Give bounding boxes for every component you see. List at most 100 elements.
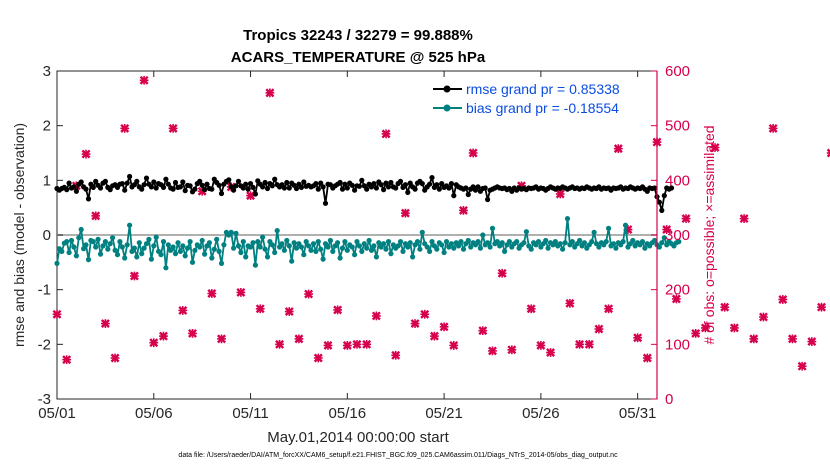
bias-point (141, 245, 147, 251)
obs-count-marker (323, 340, 333, 350)
rmse-point (204, 181, 210, 187)
rmse-point (427, 181, 433, 187)
bias-point (81, 246, 87, 252)
y-tick-label-left: -2 (38, 336, 51, 353)
obs-count-markers (52, 75, 830, 371)
bias-point (535, 239, 542, 245)
bias-point (110, 235, 116, 241)
y-tick-label-left: 2 (43, 118, 51, 135)
rmse-point (284, 179, 290, 186)
bias-point (439, 242, 445, 248)
obs-count-marker (710, 143, 720, 152)
bias-point (83, 242, 89, 248)
bias-point (560, 246, 566, 252)
rmse-point (78, 179, 84, 185)
bias-point (252, 262, 258, 268)
obs-count-marker (468, 148, 478, 158)
obs-count-marker (642, 353, 652, 363)
bias-point (569, 239, 575, 245)
obs-count-marker (217, 334, 226, 344)
obs-count-marker (342, 340, 352, 350)
rmse-point (482, 185, 488, 191)
rmse-point (393, 185, 399, 191)
bias-point (122, 255, 128, 261)
rmse-point (668, 185, 675, 191)
rmse-point (127, 173, 133, 180)
bias-point (257, 244, 263, 250)
bias-point (172, 251, 179, 257)
obs-count-marker (507, 345, 517, 355)
obs-count-marker (120, 123, 130, 133)
rmse-point (252, 191, 258, 197)
bias-point (262, 246, 268, 252)
rmse-point (485, 196, 491, 203)
bias-point (489, 225, 496, 231)
bias-point (289, 258, 295, 264)
rmse-point (337, 179, 343, 186)
bias-point (523, 229, 530, 235)
bias-point (85, 257, 92, 263)
x-axis: 05/01 05/06 05/11 05/16 05/21 05/26 05/31 (38, 71, 656, 422)
rmse-point (90, 184, 96, 190)
rmse-point (286, 185, 292, 191)
rmse-point (163, 176, 169, 182)
bias-point (468, 244, 474, 250)
chart-title-line1: Tropics 32243 / 32279 = 99.888% (243, 27, 473, 44)
rmse-point (218, 190, 225, 197)
rmse-point (383, 180, 389, 186)
rmse-point (339, 186, 346, 192)
bias-point (301, 252, 307, 258)
bias-point (231, 245, 237, 251)
y-tick-label-right: 0 (665, 391, 673, 408)
bias-point (112, 247, 118, 253)
rmse-series (54, 173, 675, 213)
bias-point (153, 234, 159, 240)
bias-point (175, 240, 181, 246)
bias-point (308, 247, 314, 253)
obs-count-marker (788, 334, 797, 344)
bias-point (102, 239, 108, 245)
obs-count-marker (52, 309, 62, 319)
rmse-point (66, 180, 72, 186)
rmse-point (429, 175, 435, 181)
rmse-point (439, 181, 445, 187)
obs-count-marker (594, 324, 604, 334)
obs-count-marker (604, 304, 614, 314)
bias-point (165, 242, 171, 248)
bias-point (95, 236, 101, 242)
rmse-point (320, 184, 326, 190)
obs-count-marker (797, 361, 807, 371)
bias-point (339, 245, 346, 251)
obs-count-marker (488, 346, 497, 356)
rmse-point (124, 180, 130, 186)
bias-point (596, 244, 602, 250)
obs-count-marker (62, 355, 72, 365)
bias-point (119, 244, 125, 250)
bias-point (76, 235, 82, 241)
legend: rmse grand pr = 0.85338 bias grand pr = … (433, 81, 620, 116)
obs-count-marker (575, 339, 585, 349)
rmse-point (216, 182, 222, 188)
bias-point (639, 239, 646, 245)
y-tick-label-right: 200 (665, 282, 690, 299)
rmse-point (102, 178, 108, 184)
obs-count-marker (294, 334, 304, 344)
rmse-point (659, 207, 665, 213)
bias-point (427, 248, 433, 254)
bias-point (543, 237, 549, 244)
rmse-point (260, 184, 266, 190)
bias-point (630, 237, 636, 244)
rmse-point (388, 179, 394, 186)
rmse-point (322, 200, 329, 206)
bias-point (90, 239, 96, 245)
rmse-point (412, 186, 418, 192)
y-tick-label-left: 3 (43, 63, 51, 80)
bias-series (54, 216, 682, 271)
bias-point (661, 235, 667, 241)
bias-point (117, 239, 123, 245)
obs-count-marker (449, 340, 459, 350)
x-axis-label: May.01,2014 00:00:00 start (267, 429, 449, 446)
obs-count-marker (439, 322, 449, 332)
bias-point (381, 241, 387, 247)
bias-point (395, 243, 401, 249)
